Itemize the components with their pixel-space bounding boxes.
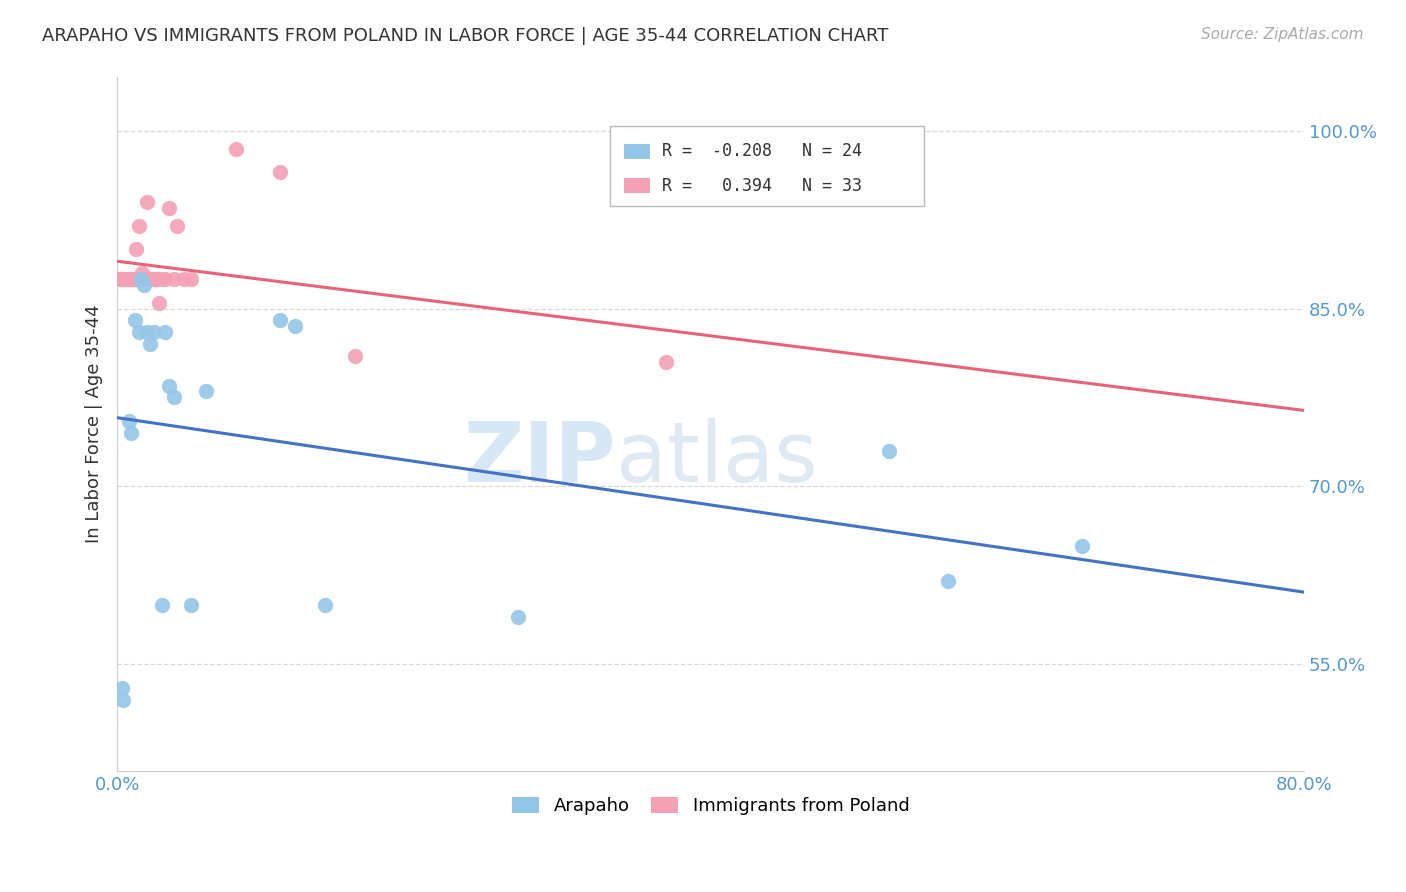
Point — [118, 272, 141, 286]
Point — [936, 574, 959, 588]
Point — [112, 272, 135, 286]
FancyBboxPatch shape — [610, 126, 924, 206]
Point — [1070, 539, 1092, 553]
Point — [150, 272, 173, 286]
Point — [162, 391, 184, 405]
Point — [127, 272, 149, 286]
Point — [877, 443, 900, 458]
Point — [117, 272, 139, 286]
Point — [180, 598, 202, 612]
Point — [120, 272, 142, 286]
Legend: Arapaho, Immigrants from Poland: Arapaho, Immigrants from Poland — [503, 788, 918, 824]
Point — [124, 313, 146, 327]
FancyBboxPatch shape — [624, 144, 650, 159]
Point — [129, 272, 152, 286]
Point — [153, 272, 176, 286]
Point — [269, 313, 291, 327]
Point — [132, 272, 155, 286]
Point — [180, 272, 202, 286]
Point — [108, 272, 131, 286]
Text: ZIP: ZIP — [463, 418, 616, 500]
Point — [139, 272, 162, 286]
Point — [314, 598, 336, 612]
Y-axis label: In Labor Force | Age 35-44: In Labor Force | Age 35-44 — [86, 305, 103, 543]
Point — [150, 598, 173, 612]
Point — [128, 219, 150, 233]
Point — [157, 201, 180, 215]
Point — [157, 378, 180, 392]
Point — [166, 219, 188, 233]
Point — [148, 295, 170, 310]
Point — [114, 272, 136, 286]
Point — [125, 242, 148, 256]
Point — [143, 325, 166, 339]
Point — [284, 319, 307, 334]
Point — [111, 681, 134, 695]
Text: R =  -0.208   N = 24: R = -0.208 N = 24 — [662, 143, 862, 161]
Text: R =   0.394   N = 33: R = 0.394 N = 33 — [662, 177, 862, 194]
Point — [129, 272, 152, 286]
Text: atlas: atlas — [616, 418, 817, 500]
Text: ARAPAHO VS IMMIGRANTS FROM POLAND IN LABOR FORCE | AGE 35-44 CORRELATION CHART: ARAPAHO VS IMMIGRANTS FROM POLAND IN LAB… — [42, 27, 889, 45]
Point — [135, 325, 157, 339]
Point — [162, 272, 184, 286]
Point — [111, 272, 134, 286]
Point — [124, 272, 146, 286]
Point — [139, 337, 162, 351]
Point — [269, 165, 291, 179]
Point — [122, 272, 145, 286]
FancyBboxPatch shape — [624, 178, 650, 194]
Point — [115, 272, 138, 286]
Point — [225, 142, 247, 156]
Point — [506, 609, 529, 624]
Point — [132, 277, 155, 292]
Point — [131, 266, 153, 280]
Point — [112, 692, 135, 706]
Point — [121, 272, 143, 286]
Point — [195, 384, 218, 399]
Text: Source: ZipAtlas.com: Source: ZipAtlas.com — [1201, 27, 1364, 42]
Point — [143, 272, 166, 286]
Point — [153, 325, 176, 339]
Point — [135, 194, 157, 209]
Point — [173, 272, 195, 286]
Point — [118, 414, 141, 428]
Point — [655, 355, 678, 369]
Point — [343, 349, 366, 363]
Point — [128, 325, 150, 339]
Point — [120, 425, 142, 440]
Point — [146, 272, 169, 286]
